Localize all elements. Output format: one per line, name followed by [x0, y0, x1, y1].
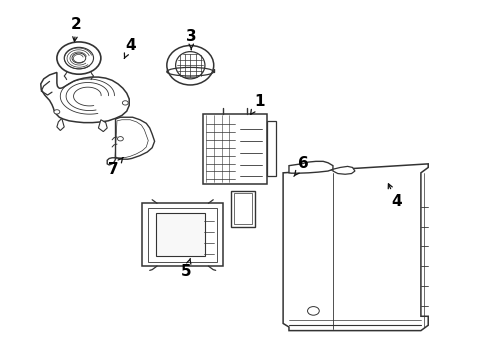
Text: 3: 3 [186, 29, 196, 50]
Polygon shape [41, 72, 129, 123]
Ellipse shape [64, 47, 94, 69]
Polygon shape [333, 166, 355, 174]
Bar [267, 121, 276, 176]
Bar [234, 193, 252, 225]
Bar [203, 114, 267, 184]
Polygon shape [98, 120, 107, 132]
Text: 4: 4 [124, 38, 136, 58]
Polygon shape [57, 118, 64, 131]
Ellipse shape [118, 136, 123, 141]
Polygon shape [107, 117, 155, 165]
Text: 7: 7 [108, 158, 123, 177]
Bar [156, 213, 205, 256]
Text: 4: 4 [388, 184, 402, 209]
Text: 6: 6 [294, 156, 309, 176]
Ellipse shape [72, 53, 86, 63]
Bar [143, 203, 223, 266]
Ellipse shape [54, 110, 60, 114]
Text: 2: 2 [71, 17, 82, 41]
Ellipse shape [175, 51, 205, 79]
Bar [148, 208, 217, 262]
Polygon shape [289, 161, 333, 173]
Ellipse shape [122, 101, 128, 105]
Bar [231, 191, 255, 226]
Ellipse shape [167, 45, 214, 85]
Polygon shape [283, 164, 428, 330]
Text: 1: 1 [250, 94, 265, 114]
Ellipse shape [57, 42, 101, 74]
Text: 5: 5 [181, 258, 192, 279]
